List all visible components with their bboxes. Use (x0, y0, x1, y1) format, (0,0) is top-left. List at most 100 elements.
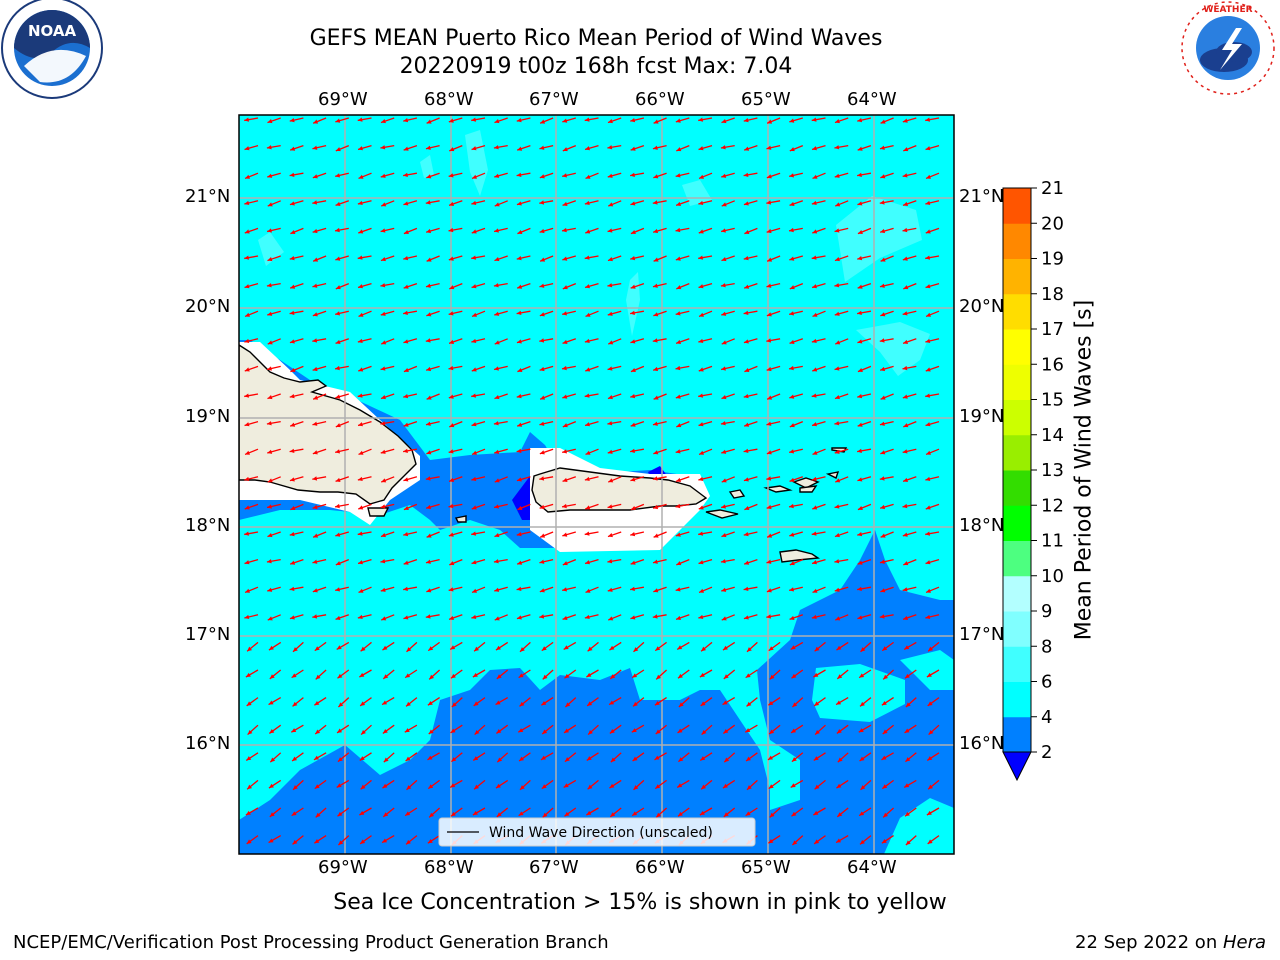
wave-direction-arrow (721, 614, 735, 621)
wave-direction-arrow (880, 117, 894, 124)
wave-direction-arrow (541, 641, 554, 652)
wave-direction-arrow (879, 503, 894, 510)
wave-direction-arrow (630, 227, 645, 235)
wave-direction-arrow (629, 172, 645, 177)
wave-direction-arrow (607, 586, 622, 592)
wave-direction-arrow (768, 641, 781, 652)
wave-direction-arrow (562, 420, 577, 428)
wave-direction-arrow (244, 338, 259, 344)
wave-direction-arrow (721, 310, 735, 316)
wave-direction-arrow (359, 752, 372, 761)
wave-direction-arrow (382, 779, 395, 789)
wave-direction-arrow (813, 835, 826, 845)
wave-direction-arrow (380, 227, 395, 233)
wave-direction-arrow (904, 724, 917, 734)
wave-direction-arrow (405, 835, 418, 845)
wave-direction-arrow (925, 227, 940, 234)
wave-direction-arrow (881, 752, 894, 761)
wave-direction-arrow (700, 641, 713, 652)
wave-direction-arrow (743, 393, 758, 399)
wave-direction-arrow (766, 614, 781, 619)
wave-direction-arrow (380, 338, 395, 345)
wave-direction-arrow (676, 558, 690, 566)
wave-direction-arrow (450, 669, 463, 679)
wave-direction-arrow (266, 227, 281, 233)
wave-direction-arrow (905, 752, 917, 763)
wave-direction-arrow (607, 172, 622, 178)
wave-direction-arrow (698, 558, 713, 565)
wave-direction-arrow (380, 200, 395, 207)
wave-direction-arrow (335, 393, 349, 399)
wave-direction-arrow (721, 117, 735, 124)
wave-direction-arrow (541, 779, 554, 790)
colorbar-tick-label: 14 (1041, 425, 1064, 446)
wave-direction-arrow (925, 420, 940, 427)
wave-direction-arrow (380, 365, 395, 371)
wave-direction-arrow (246, 697, 259, 707)
wave-direction-arrow (676, 282, 690, 290)
wave-direction-arrow (312, 558, 327, 564)
wave-direction-arrow (380, 448, 395, 454)
colorbar-segment (1003, 716, 1031, 753)
wave-direction-arrow (290, 227, 304, 235)
colorbar-segment (1003, 364, 1031, 400)
wave-direction-arrow (698, 614, 713, 620)
colorbar-tick-label: 20 (1041, 213, 1064, 234)
wave-direction-arrow (494, 586, 508, 592)
wave-direction-arrow (790, 724, 804, 734)
wave-direction-arrow (471, 476, 486, 482)
lat-label-left: 20°N (185, 296, 231, 317)
wave-direction-arrow (312, 144, 327, 150)
wave-direction-arrow (766, 282, 781, 288)
wave-direction-arrow (812, 172, 826, 180)
wave-direction-arrow (789, 172, 803, 178)
wave-direction-arrow (743, 531, 758, 537)
wave-direction-arrow (675, 310, 690, 316)
wave-direction-arrow (289, 200, 304, 206)
colorbar-tick-label: 4 (1041, 707, 1052, 728)
wave-direction-arrow (722, 779, 736, 789)
wave-direction-arrow (358, 503, 372, 510)
lat-label-left: 21°N (185, 186, 231, 207)
wave-direction-arrow (880, 448, 894, 455)
wave-direction-arrow (904, 669, 917, 679)
wave-direction-arrow (720, 144, 735, 150)
wave-direction-arrow (405, 752, 418, 762)
wave-direction-arrow (472, 752, 486, 761)
wave-direction-arrow (335, 117, 349, 123)
wave-direction-arrow (494, 338, 508, 345)
wave-direction-arrow (267, 172, 281, 178)
wave-direction-arrow (314, 641, 327, 652)
wave-direction-arrow (380, 420, 395, 426)
wave-direction-arrow (518, 807, 531, 817)
wave-direction-arrow (812, 586, 826, 594)
wave-direction-arrow (584, 117, 599, 122)
wave-direction-arrow (448, 393, 463, 399)
wave-direction-arrow (584, 338, 599, 344)
wave-direction-arrow (380, 310, 395, 316)
wave-direction-arrow (289, 310, 304, 315)
wave-direction-arrow (698, 227, 713, 234)
wave-direction-arrow (539, 614, 554, 619)
wave-direction-arrow (879, 614, 894, 619)
colorbar-tick-label: 19 (1041, 249, 1064, 270)
colorbar: 2 4 6 8 9 10 11 12 13 14 15 16 17 18 19 20 21 (1002, 180, 1064, 782)
wave-direction-arrow (607, 144, 622, 150)
wave-direction-arrow (471, 227, 486, 234)
wave-direction-arrow (425, 282, 440, 288)
wave-direction-arrow (766, 558, 781, 564)
wave-direction-arrow (607, 310, 622, 316)
wave-direction-arrow (788, 503, 803, 509)
wave-direction-arrow (289, 255, 304, 261)
wave-direction-arrow (633, 641, 645, 653)
wave-direction-arrow (857, 420, 872, 427)
wave-direction-arrow (882, 669, 895, 680)
wave-direction-arrow (289, 586, 304, 591)
wave-direction-arrow (473, 697, 486, 707)
wave-direction-arrow (493, 227, 508, 233)
wave-direction-arrow (607, 255, 622, 262)
wave-direction-arrow (562, 338, 577, 344)
wave-direction-arrow (539, 448, 554, 455)
wave-direction-arrow (292, 641, 304, 653)
wave-direction-arrow (902, 117, 917, 123)
